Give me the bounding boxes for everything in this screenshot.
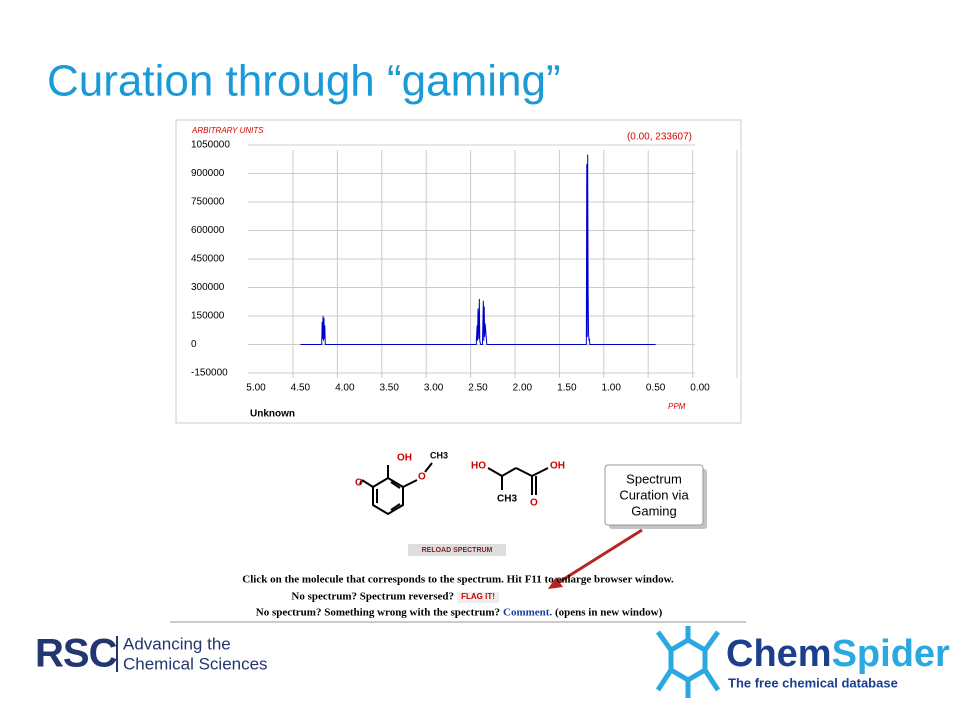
cursor-readout: (0.00, 233607): [627, 132, 692, 143]
atom-label: CH3: [430, 450, 448, 460]
y-tick-label: 600000: [191, 225, 225, 236]
callout-text: Gaming: [631, 503, 677, 518]
callout-text: Curation via: [619, 487, 689, 502]
rsc-tagline: Advancing the: [123, 634, 231, 653]
x-tick-label: 4.50: [291, 383, 311, 394]
x-tick-label: 0.50: [646, 383, 666, 394]
molecule-b[interactable]: [487, 467, 549, 495]
atom-label: O: [530, 498, 538, 509]
molecule-a[interactable]: [359, 462, 433, 516]
instruction: No spectrum? Something wrong with the sp…: [256, 607, 500, 619]
flag-button[interactable]: [457, 592, 499, 603]
x-tick-label: 1.50: [557, 383, 577, 394]
instruction: (opens in new window): [555, 607, 663, 619]
atom-label: O: [355, 478, 363, 489]
y-tick-label: 0: [191, 339, 197, 350]
chemspider-tagline: The free chemical database: [728, 675, 898, 690]
callout: [604, 464, 704, 526]
x-tick-label: 3.50: [379, 383, 399, 394]
y-tick-label: 450000: [191, 254, 225, 265]
chemspider-icon: [655, 626, 721, 698]
reload-button[interactable]: [408, 544, 506, 556]
atom-label: CH3: [497, 494, 517, 505]
atom-label: OH: [550, 461, 565, 472]
atom-label: O: [418, 472, 426, 483]
chart-frame: [175, 119, 742, 424]
rsc-tagline: Chemical Sciences: [123, 654, 268, 673]
y-tick-label: 300000: [191, 282, 225, 293]
reload-label: RELOAD SPECTRUM: [422, 547, 493, 554]
rsc-logo: RSC: [35, 632, 117, 676]
atom-label: HO: [471, 461, 486, 472]
flag-label: FLAG IT!: [461, 592, 495, 601]
comment-link[interactable]: Comment.: [503, 607, 552, 619]
x-tick-label: 2.00: [513, 383, 533, 394]
callout-text: Spectrum: [626, 471, 682, 486]
y-tick-label: 1050000: [191, 140, 230, 151]
instruction: Click on the molecule that corresponds t…: [242, 574, 674, 586]
x-tick-label: 4.00: [335, 383, 355, 394]
y-axis-label: ARBITRARY UNITS: [191, 126, 264, 135]
logo-part: Chem: [726, 633, 832, 675]
y-tick-label: -150000: [191, 368, 228, 379]
x-tick-label: 5.00: [246, 383, 266, 394]
instruction: No spectrum? Spectrum reversed?: [291, 591, 454, 603]
atom-label: OH: [397, 453, 412, 464]
spectrum-caption: Unknown: [250, 409, 295, 420]
y-tick-label: 150000: [191, 311, 225, 322]
x-tick-label: 0.00: [690, 383, 710, 394]
spectrum-line: [300, 154, 656, 345]
plot: 1050000 900000 750000 600000 450000 300000 150…: [191, 140, 738, 394]
y-tick-label: 750000: [191, 197, 225, 208]
x-tick-label: 3.00: [424, 383, 444, 394]
x-axis-label: PPM: [668, 402, 686, 411]
logo-part: Spider: [832, 633, 950, 675]
arrow: [555, 528, 643, 586]
x-tick-label: 1.00: [601, 383, 621, 394]
y-tick-label: 900000: [191, 168, 225, 179]
chemspider-logo: ChemSpider: [726, 633, 950, 675]
x-tick-label: 2.50: [468, 383, 488, 394]
slide-title: Curation through “gaming”: [47, 57, 561, 106]
arrow-head: [548, 577, 563, 589]
